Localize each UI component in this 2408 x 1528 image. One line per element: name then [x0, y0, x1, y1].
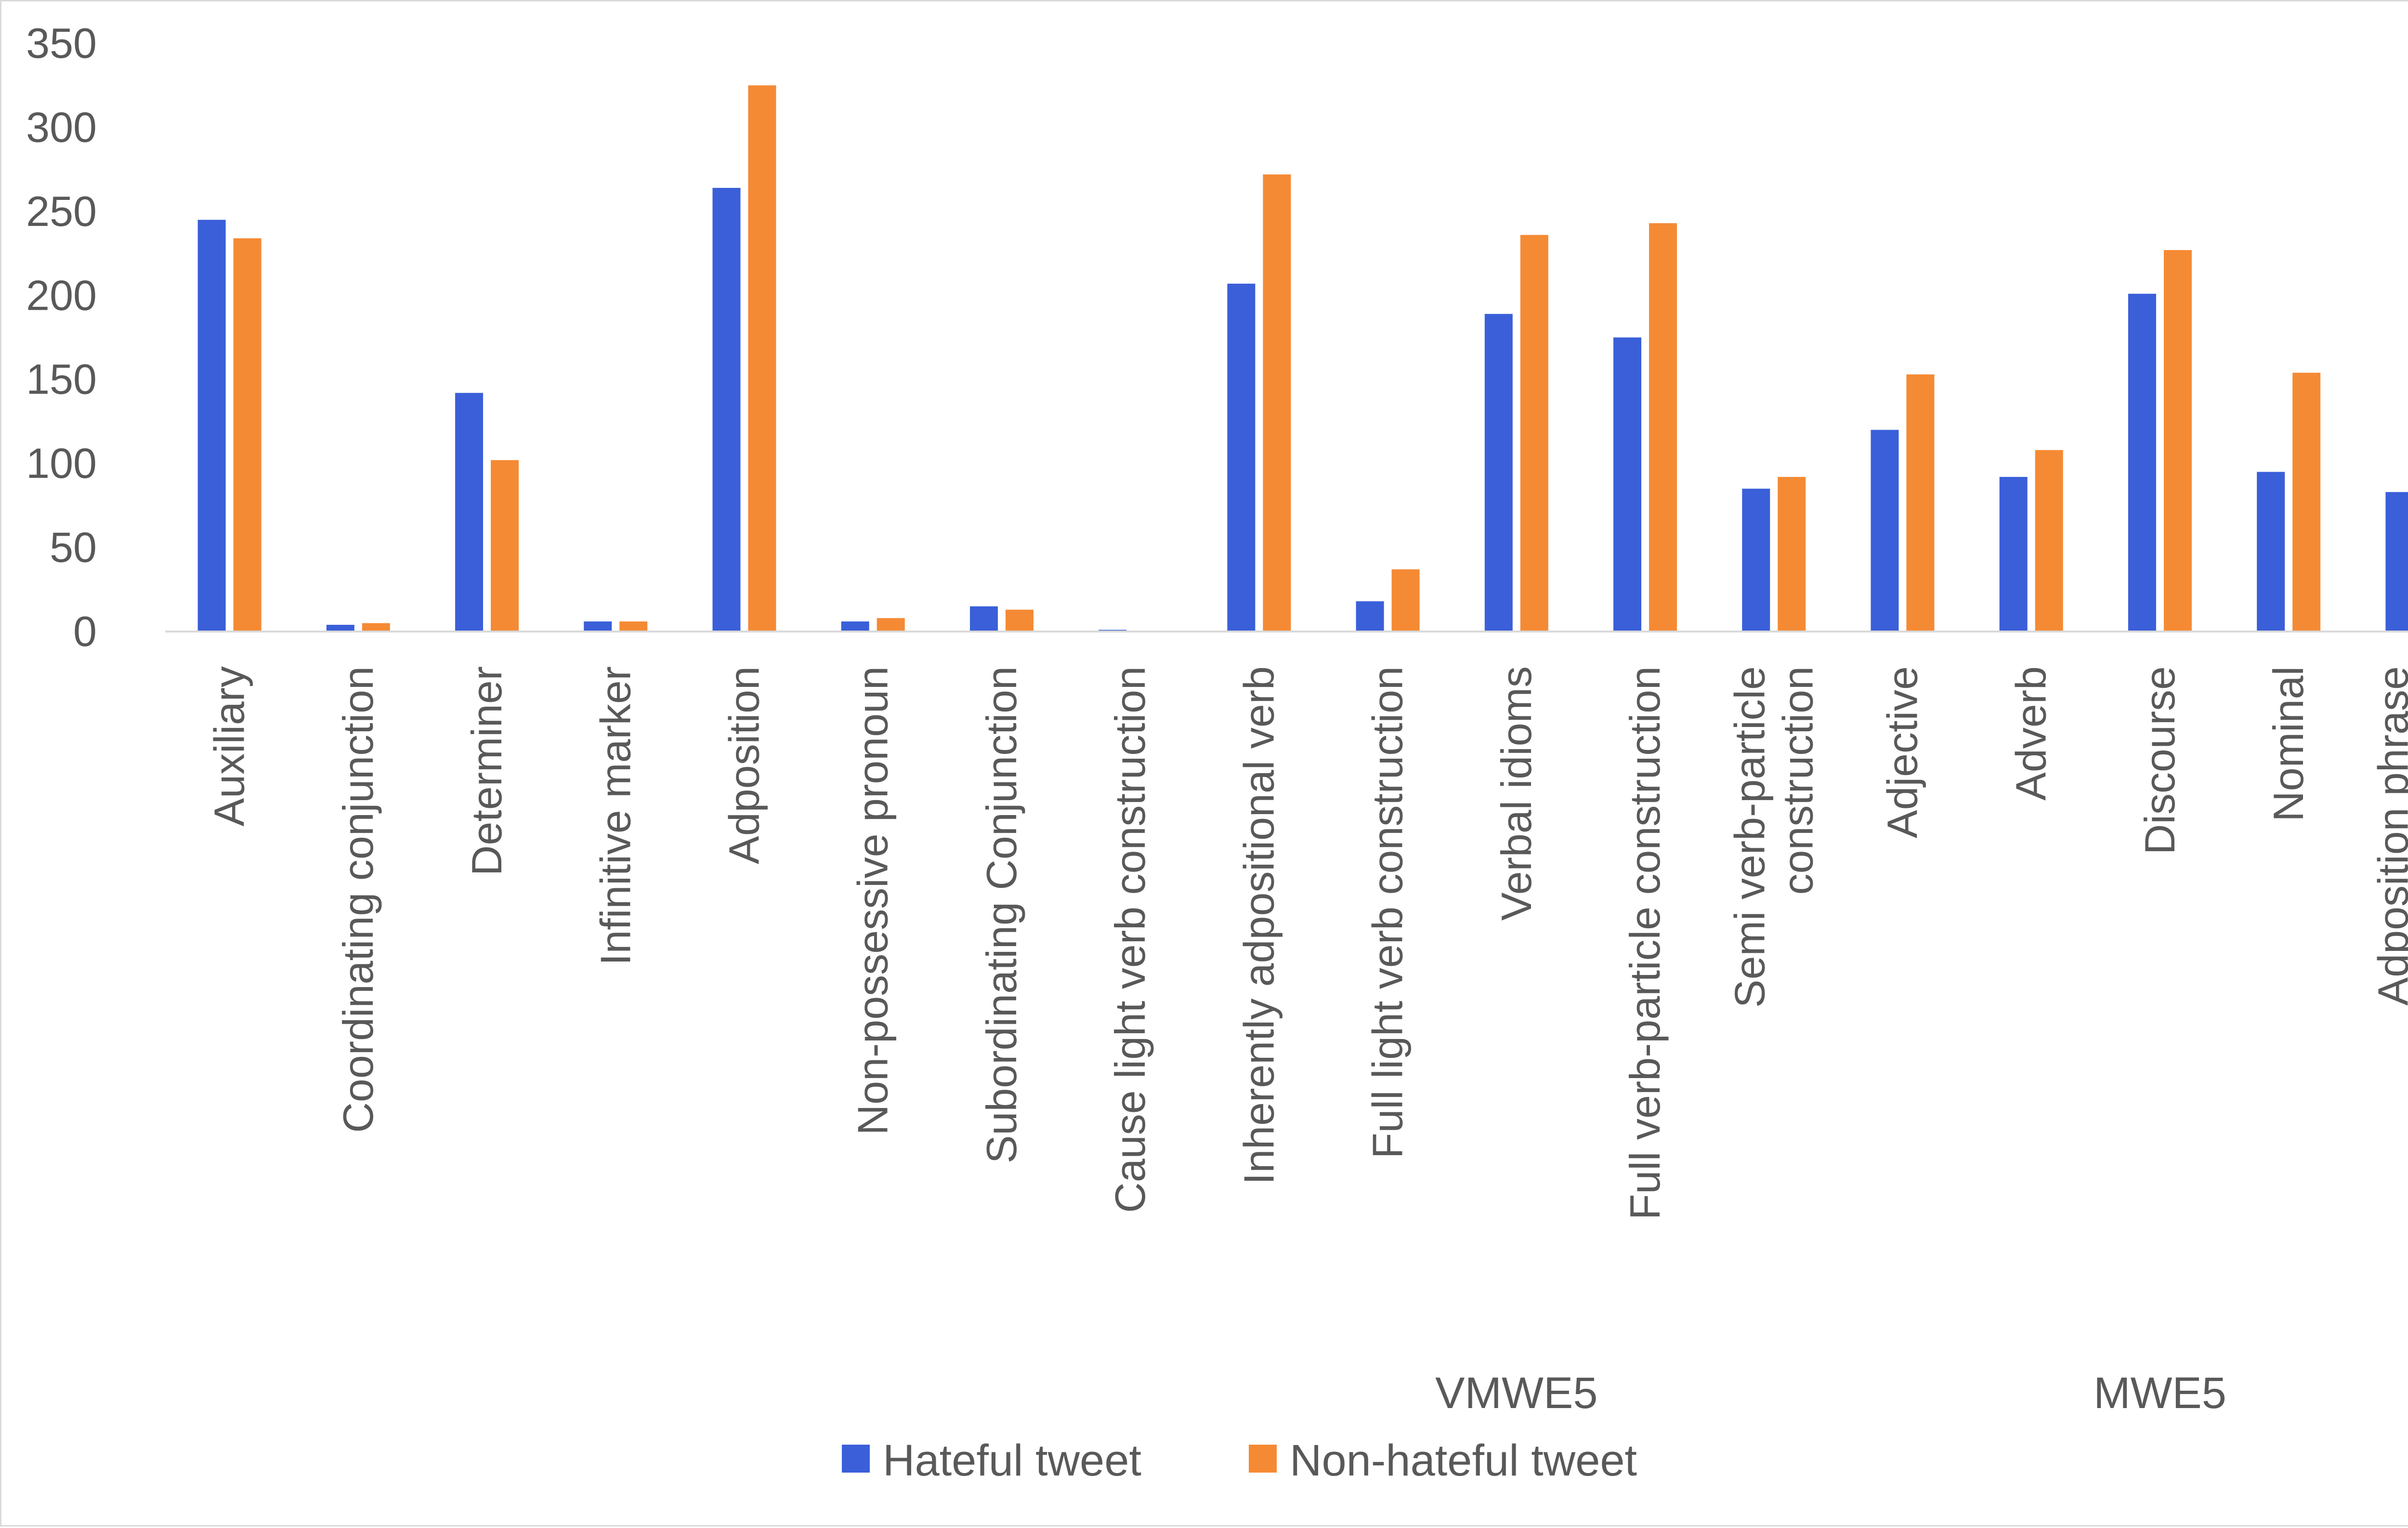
bar-non-hateful: [1906, 374, 1935, 632]
x-tick-label: Coordinating conjunction: [334, 666, 382, 1133]
bar-hateful: [326, 625, 354, 632]
bar-hateful: [2257, 472, 2285, 632]
bar-hateful: [1613, 337, 1642, 632]
x-tick-label-line: Coordinating conjunction: [334, 666, 382, 1133]
bar-hateful: [841, 621, 869, 632]
bar-hateful: [969, 606, 998, 632]
x-tick-label: Auxiliary: [206, 666, 253, 827]
x-tick-label: Nominal: [2264, 666, 2312, 822]
group-label: VMWE5: [1435, 1369, 1597, 1418]
x-tick-label-line: construction: [1774, 666, 1821, 895]
x-tick-label-line: Adverb: [2007, 666, 2055, 801]
bar-non-hateful: [619, 621, 648, 632]
bar-hateful: [1999, 477, 2028, 632]
bar-non-hateful: [1005, 609, 1034, 632]
x-tick-label: Non-possessive pronoun: [849, 666, 897, 1135]
x-tick-label: Discourse: [2136, 666, 2184, 855]
group-labels: VMWE5 MWE5: [1435, 1369, 2226, 1418]
legend-swatch: [842, 1445, 870, 1473]
x-tick-label: Semi verb-particleconstruction: [1726, 666, 1821, 1008]
x-tick-label-line: Non-possessive pronoun: [849, 666, 897, 1135]
bar-non-hateful: [2292, 372, 2321, 632]
group-label: MWE5: [2094, 1369, 2226, 1418]
bar-non-hateful: [1263, 174, 1291, 632]
bar-non-hateful: [2163, 250, 2192, 632]
bar-hateful: [1742, 488, 1770, 632]
x-tick-label: Infinitive marker: [591, 666, 639, 965]
x-tick-label: Adposition: [720, 666, 768, 864]
x-tick-label: Cause light verb construction: [1106, 666, 1154, 1213]
bar-hateful: [1871, 430, 1899, 632]
x-tick-label: Determiner: [463, 666, 510, 876]
x-tick-label-line: Infinitive marker: [591, 666, 639, 965]
y-tick-label: 100: [26, 439, 97, 487]
bar-hateful: [584, 621, 612, 632]
x-tick-label-line: Inherently adpositional verb: [1235, 666, 1283, 1185]
y-tick-label: 150: [26, 356, 97, 403]
x-tick-label: Adjective: [1879, 666, 1926, 838]
bar-hateful: [712, 188, 741, 632]
y-axis: 0 50 100 150 200 250 300 350: [26, 19, 97, 655]
y-tick-label: 250: [26, 187, 97, 235]
x-tick-label: Full verb-particle construction: [1621, 666, 1669, 1220]
x-tick-label: Subordinating Conjunction: [978, 666, 1025, 1163]
bar-hateful: [455, 393, 484, 632]
y-tick-label: 350: [26, 19, 97, 67]
bar-non-hateful: [1391, 569, 1420, 632]
y-tick-label: 50: [50, 524, 97, 571]
bars: [197, 85, 2408, 632]
x-tick-label-line: Cause light verb construction: [1106, 666, 1154, 1213]
x-tick-label-line: Full light verb construction: [1364, 666, 1412, 1159]
x-tick-label-line: Adposition phrase: [2369, 666, 2408, 1005]
y-tick-label: 300: [26, 103, 97, 151]
bar-non-hateful: [748, 85, 776, 632]
bar-hateful: [2385, 492, 2408, 632]
bar-non-hateful: [362, 623, 390, 632]
y-tick-label: 200: [26, 271, 97, 319]
x-tick-label-line: Adjective: [1879, 666, 1926, 838]
bar-hateful: [1484, 314, 1513, 632]
bar-non-hateful: [491, 460, 519, 632]
x-tick-label-line: Nominal: [2264, 666, 2312, 822]
x-tick-label-line: Full verb-particle construction: [1621, 666, 1669, 1220]
x-tick-label-line: Determiner: [463, 666, 510, 876]
x-tick-label-line: Discourse: [2136, 666, 2184, 855]
bar-non-hateful: [1649, 223, 1677, 632]
y-tick-label: 0: [73, 607, 97, 655]
x-tick-label-line: Subordinating Conjunction: [978, 666, 1025, 1163]
legend-label: Hateful tweet: [883, 1436, 1141, 1485]
bar-non-hateful: [1778, 477, 1806, 632]
x-tick-label: Full light verb construction: [1364, 666, 1412, 1159]
bar-hateful: [197, 220, 226, 632]
bar-hateful: [1227, 283, 1256, 632]
x-tick-label: Inherently adpositional verb: [1235, 666, 1283, 1185]
legend-swatch: [1249, 1445, 1277, 1473]
bar-non-hateful: [233, 238, 262, 632]
legend: Hateful tweet Non-hateful tweet: [842, 1436, 1637, 1485]
x-tick-label-line: Adposition: [720, 666, 768, 864]
x-tick-label-line: Semi verb-particle: [1726, 666, 1773, 1008]
bar-non-hateful: [877, 618, 905, 632]
x-tick-label: Adverb: [2007, 666, 2055, 801]
bar-hateful: [2128, 293, 2156, 632]
x-tick-label: Verbal idioms: [1492, 666, 1540, 921]
x-tick-label-line: Verbal idioms: [1492, 666, 1540, 921]
bar-non-hateful: [2035, 450, 2063, 632]
category-labels: Auxiliary Coordinating conjunction Determi…: [206, 666, 2408, 1220]
legend-label: Non-hateful tweet: [1290, 1436, 1637, 1485]
bar-hateful: [1356, 601, 1384, 632]
x-tick-label-line: Auxiliary: [206, 666, 253, 827]
x-tick-label: Adposition phrase(Idiomatic): [2369, 666, 2408, 1005]
bar-non-hateful: [1520, 235, 1548, 632]
